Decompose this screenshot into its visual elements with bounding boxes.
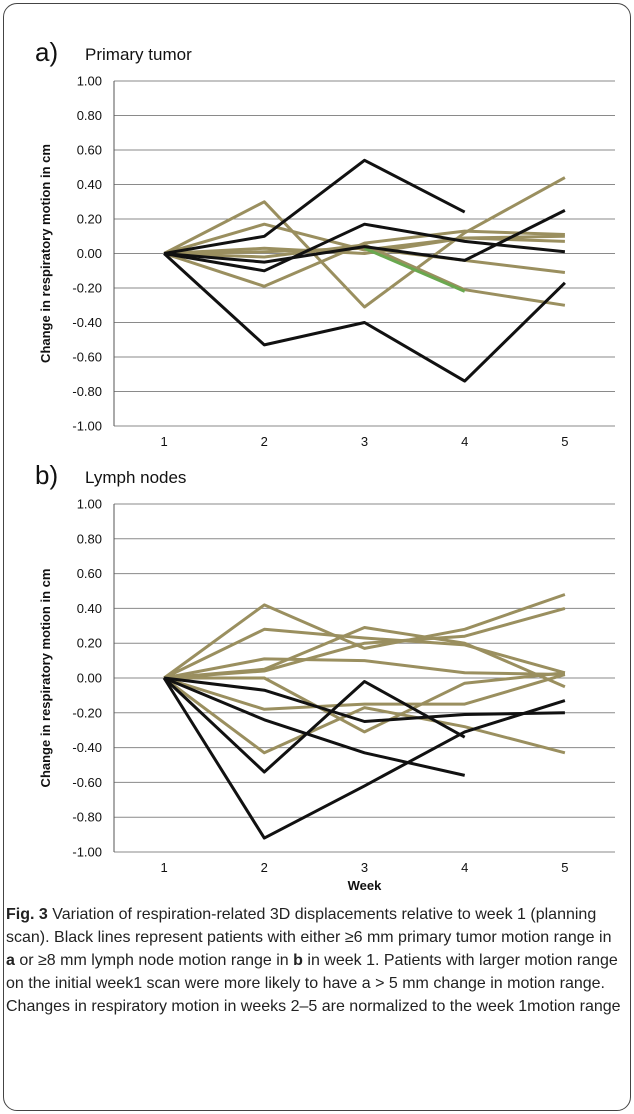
caption-text-2: or ≥8 mm lymph node motion range in: [14, 952, 294, 969]
chart-b-xtick-label: 1: [160, 860, 167, 875]
chart-b-series-12-line: [164, 671, 566, 734]
chart-b-series-11-line: [163, 676, 566, 755]
chart-a-series-10-line: [164, 236, 565, 255]
chart-b-ytick-label: -1.00: [72, 845, 102, 860]
caption-panel-a: a: [6, 952, 15, 969]
caption-fig-label: Fig. 3: [6, 906, 48, 923]
chart-a-series-6-line: [163, 222, 565, 255]
chart-b-ytick-label: 1.00: [77, 497, 102, 512]
chart-a-xtick-label: 4: [461, 434, 468, 449]
chart-b-xtick-label: 2: [261, 860, 268, 875]
chart-b-ytick-label: 0.40: [77, 601, 102, 616]
chart-b-series-6-line: [163, 627, 566, 680]
chart-b-ytick-label: -0.80: [72, 810, 102, 825]
chart-b-ytick-label: -0.40: [72, 740, 102, 755]
chart-a: a) Primary tumor 1.00 0.80 0.60 0.40 0.20 0.00 -…: [35, 37, 615, 449]
chart-a-series-5-line: [163, 176, 566, 309]
chart-b-panel-letter: b): [35, 460, 58, 490]
chart-a-series-8-line: [164, 246, 566, 274]
chart-a-ytick-label: -0.20: [72, 281, 102, 296]
chart-b-xtick-label: 3: [361, 860, 368, 875]
figure-frame: [3, 3, 631, 1111]
chart-b-series-2-line: [163, 676, 466, 777]
chart-a-ytick-label: -0.80: [72, 384, 102, 399]
chart-a-ytick-label: 0.80: [77, 108, 102, 123]
chart-a-ytick-label: 0.20: [77, 212, 102, 227]
chart-a-xtick-label: 1: [160, 434, 167, 449]
chart-a-series-1-line: [163, 158, 466, 255]
chart-a-panel-letter: a): [35, 37, 58, 67]
chart-b-series-10-line: [163, 673, 566, 711]
chart-b-y-axis-label: Change in respiratory motion in cm: [38, 569, 53, 788]
chart-a-ytick-label: -0.60: [72, 350, 102, 365]
chart-b: b) Lymph nodes 1.00 0.80 0.60 0.40 0.20 0.00 -0.…: [35, 460, 615, 893]
chart-a-xtick-label: 3: [361, 434, 368, 449]
chart-a-y-axis-label: Change in respiratory motion in cm: [38, 144, 53, 363]
chart-a-series-3-line: [163, 209, 566, 264]
chart-b-title: Lymph nodes: [85, 468, 186, 487]
chart-b-series-4-line: [162, 677, 566, 840]
chart-a-ytick-label: 0.60: [77, 143, 102, 158]
chart-b-series-1-line: [163, 676, 565, 723]
chart-b-ytick-label: 0.20: [77, 636, 102, 651]
caption-text-3: in week 1. Patients with larger motion r…: [6, 952, 621, 1015]
chart-b-series-7-line: [163, 657, 565, 680]
caption-panel-b: b: [293, 952, 303, 969]
chart-b-ytick-label: 0.00: [77, 671, 102, 686]
chart-b-xtick-label: 4: [461, 860, 468, 875]
chart-a-xtick-label: 5: [561, 434, 568, 449]
chart-b-ytick-label: 0.80: [77, 531, 102, 546]
chart-a-series-11-line: [363, 246, 466, 293]
chart-a-ytick-label: -1.00: [72, 419, 102, 434]
chart-b-ytick-label: -0.20: [72, 705, 102, 720]
chart-a-xtick-label: 2: [261, 434, 268, 449]
chart-b-x-axis-label: Week: [348, 878, 382, 893]
chart-a-ytick-label: 0.40: [77, 177, 102, 192]
chart-a-series-4-line: [163, 252, 566, 383]
caption-text-1: Variation of respiration-related 3D disp…: [6, 906, 612, 946]
chart-a-series-7-line: [163, 229, 565, 288]
chart-a-ytick-label: 1.00: [77, 74, 102, 89]
chart-a-ytick-label: 0.00: [77, 246, 102, 261]
chart-b-ytick-label: 0.60: [77, 566, 102, 581]
chart-a-ytick-label: -0.40: [72, 315, 102, 330]
chart-a-title: Primary tumor: [85, 45, 192, 64]
chart-b-series-5-line: [163, 593, 566, 680]
chart-b-series-9-line: [163, 606, 566, 680]
chart-b-series-3-line: [163, 676, 466, 774]
chart-a-series-9-line: [164, 243, 566, 307]
chart-b-xtick-label: 5: [561, 860, 568, 875]
figure-caption: Fig. 3 Variation of respiration-related …: [6, 903, 624, 1018]
chart-b-ytick-label: -0.60: [72, 775, 102, 790]
